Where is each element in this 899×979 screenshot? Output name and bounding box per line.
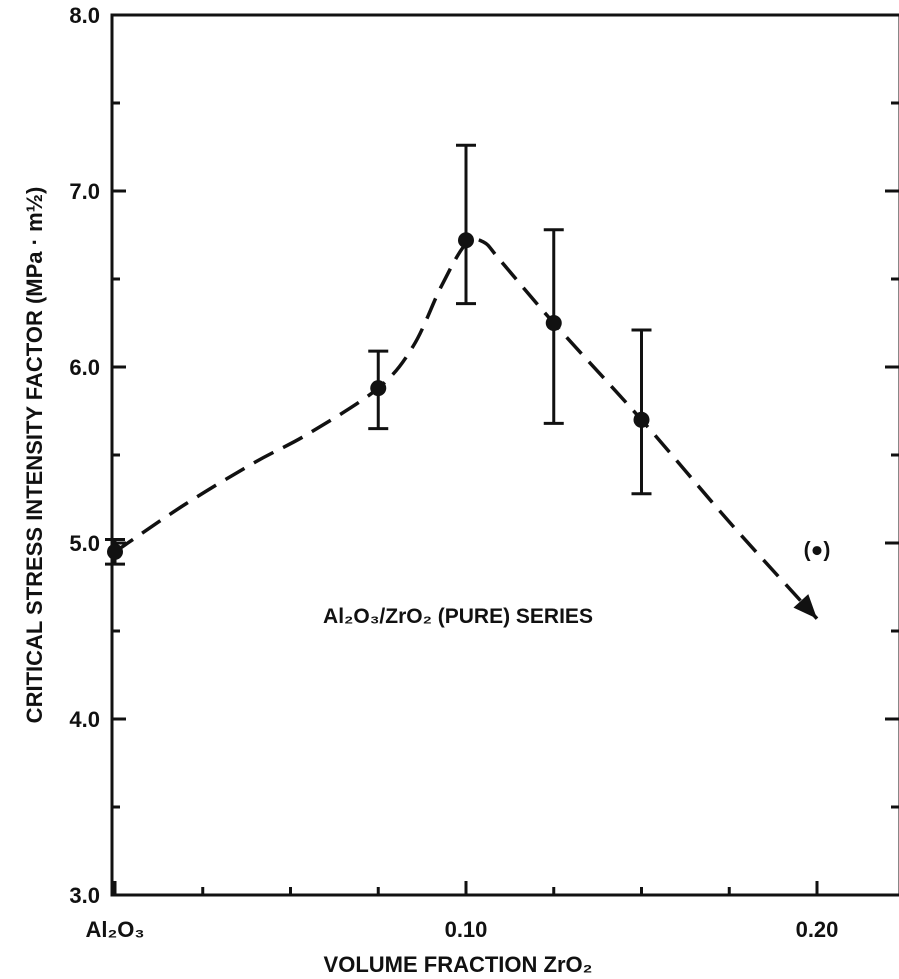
series-annotation: Al₂O₃/ZrO₂ (PURE) SERIES xyxy=(323,605,593,628)
plot-frame xyxy=(110,13,899,897)
y-axis-label: CRITICAL STRESS INTENSITY FACTOR (MPa · … xyxy=(22,187,47,724)
x-tick-label: 0.10 xyxy=(445,917,488,942)
data-point xyxy=(458,232,474,249)
data-point xyxy=(633,411,650,428)
y-tick-label: 8.0 xyxy=(69,3,100,28)
y-tick-label: 6.0 xyxy=(69,355,100,380)
outlier-point-label: (●) xyxy=(804,538,831,561)
y-tick-label: 4.0 xyxy=(69,707,100,732)
y-tick-label: 3.0 xyxy=(69,883,100,908)
x-tick-label: 0.20 xyxy=(796,917,839,942)
y-tick-label: 7.0 xyxy=(69,179,100,204)
data-point xyxy=(370,380,387,397)
trend-arrowhead xyxy=(793,594,817,619)
data-point xyxy=(545,315,562,331)
axis-ticks: 3.0 4.0 5.0 6.0 7.0 8.0 Al₂O₃ 0.10 0.20 xyxy=(69,3,899,942)
plot-axes xyxy=(110,13,899,897)
data-points xyxy=(107,232,650,560)
data-point xyxy=(107,543,123,560)
x-tick-label: Al₂O₃ xyxy=(85,917,144,942)
x-axis-label: VOLUME FRACTION ZrO₂ xyxy=(324,952,593,977)
y-tick-label: 5.0 xyxy=(69,531,100,556)
